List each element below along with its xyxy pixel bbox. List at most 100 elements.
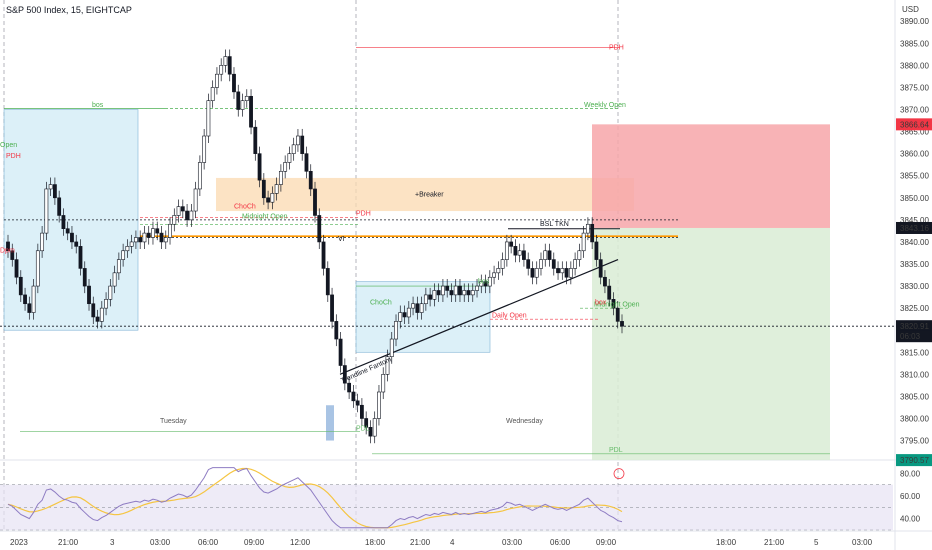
time-tick: 3 xyxy=(110,538,115,547)
price-tick: 3855.00 xyxy=(900,172,929,181)
price-tag xyxy=(896,330,932,343)
candle-body xyxy=(560,268,565,274)
candle-body xyxy=(428,294,433,300)
candle-body xyxy=(466,290,471,296)
price-tag xyxy=(896,221,932,234)
candle-body xyxy=(138,237,143,243)
candle-body xyxy=(360,404,364,419)
candle-body xyxy=(6,241,10,252)
candle-body xyxy=(168,223,172,238)
price-tick: 3870.00 xyxy=(900,106,929,115)
candle-body xyxy=(598,259,603,278)
candle-body xyxy=(509,241,514,247)
price-tick: 3795.00 xyxy=(900,437,929,446)
candle-body xyxy=(155,228,160,234)
candle-body xyxy=(313,188,317,216)
rsi-tick: 40.00 xyxy=(900,515,921,524)
candle-body xyxy=(325,268,330,296)
bsl-label: BSL TKN xyxy=(540,221,569,228)
candle-body xyxy=(500,259,505,269)
candle-body xyxy=(462,290,467,296)
candle-body xyxy=(44,188,49,234)
candle-body xyxy=(530,268,535,278)
time-tick: 06:00 xyxy=(550,538,571,547)
candle-body xyxy=(95,316,100,322)
candle-body xyxy=(355,400,360,406)
candle-body xyxy=(35,250,40,287)
price-tick: 3835.00 xyxy=(900,260,929,269)
candle-body xyxy=(197,162,202,190)
candle-body xyxy=(568,268,573,278)
price-tick: 3890.00 xyxy=(900,17,929,26)
candle-body xyxy=(291,144,296,154)
breaker-zone xyxy=(216,177,634,212)
candle-body xyxy=(551,259,556,269)
candle-body xyxy=(453,285,458,296)
pdh-label-3: PDH xyxy=(609,44,624,51)
midnight-open-label-1: Midnight Open xyxy=(242,214,288,221)
candle-body xyxy=(372,418,377,437)
candle-body xyxy=(232,73,236,93)
candle-body xyxy=(300,135,305,154)
candle-body xyxy=(496,268,501,274)
candle-body xyxy=(287,153,292,163)
candle-body xyxy=(10,250,15,260)
candle-body xyxy=(40,232,45,252)
price-tag-text: 06:03 xyxy=(900,332,921,341)
time-tick: 06:00 xyxy=(198,538,219,547)
candle-body xyxy=(308,171,313,190)
candle-body xyxy=(338,338,343,366)
candle-body xyxy=(475,285,479,291)
candle-body xyxy=(151,228,155,238)
box-label: box xyxy=(595,300,607,307)
price-tick: 3840.00 xyxy=(900,238,929,247)
candle-body xyxy=(594,241,599,260)
time-tick: 09:00 xyxy=(596,538,617,547)
lightning-icon[interactable] xyxy=(613,468,625,480)
candle-body xyxy=(53,184,57,199)
candle-body xyxy=(534,268,539,278)
tuesday-label: Tuesday xyxy=(160,418,187,425)
price-tick: 3875.00 xyxy=(900,83,929,92)
candle-body xyxy=(364,418,369,428)
bos-label-2: bos xyxy=(478,278,490,285)
candle-body xyxy=(240,100,245,110)
candle-body xyxy=(270,193,275,203)
candle-body xyxy=(385,356,390,375)
candle-body xyxy=(347,382,352,393)
candle-body xyxy=(74,241,79,247)
wednesday-label: Wednesday xyxy=(506,418,543,425)
candle-body xyxy=(129,241,134,247)
time-tick: 03:00 xyxy=(502,538,523,547)
stop-zone xyxy=(592,124,830,228)
candle-body xyxy=(189,210,194,221)
candle-body xyxy=(611,299,616,309)
candle-body xyxy=(219,65,224,75)
time-tick: 09:00 xyxy=(244,538,265,547)
candle-body xyxy=(487,276,492,287)
candle-body xyxy=(274,184,279,194)
trendline[interactable] xyxy=(339,259,619,375)
choch-label-2: ChoCh xyxy=(370,300,392,307)
price-tag xyxy=(896,118,932,131)
candle-body xyxy=(227,56,232,75)
candle-body xyxy=(304,153,309,172)
price-tick: 3845.00 xyxy=(900,216,929,225)
candle-body xyxy=(398,312,403,322)
candle-body xyxy=(18,276,23,296)
candle-body xyxy=(70,232,74,243)
candle-body xyxy=(504,241,509,260)
candle-body xyxy=(134,237,138,243)
candle-body xyxy=(436,290,441,296)
time-tick: 21:00 xyxy=(764,538,785,547)
candle-body xyxy=(543,250,548,260)
candle-body xyxy=(266,197,270,203)
candle-body xyxy=(236,91,241,110)
candle-body xyxy=(14,259,19,278)
price-tick: 3850.00 xyxy=(900,194,929,203)
pdh-label-1: PDH xyxy=(6,153,21,160)
candle-body xyxy=(377,391,381,419)
candle-body xyxy=(253,126,258,154)
price-tick: 3885.00 xyxy=(900,39,929,48)
